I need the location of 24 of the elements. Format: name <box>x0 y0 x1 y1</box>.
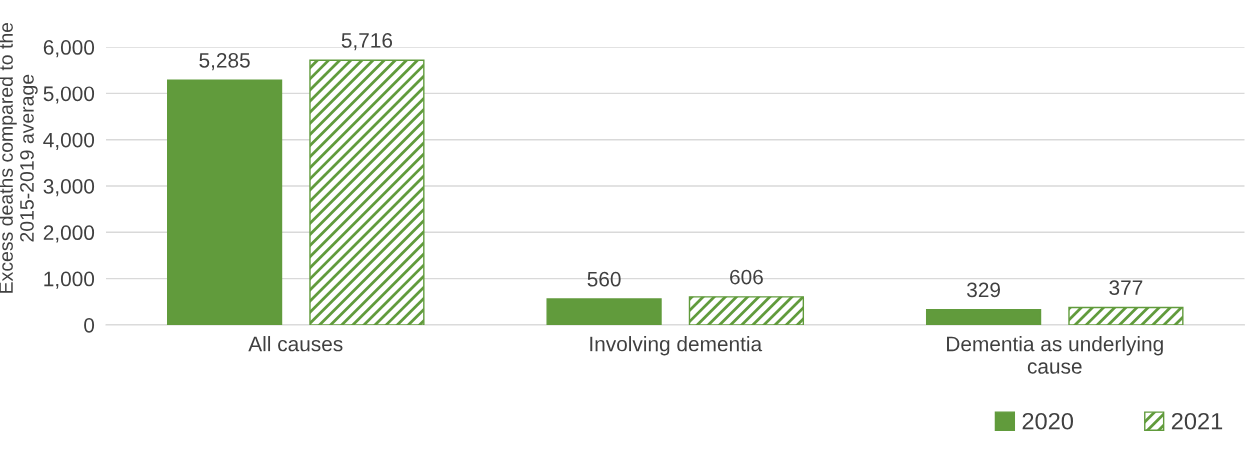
bar <box>1068 306 1184 325</box>
y-tick-label: 0 <box>84 317 95 333</box>
legend-label: 2021 <box>1171 412 1223 430</box>
bar <box>166 79 283 325</box>
x-tick-label: All causes <box>248 336 343 352</box>
y-tick-label: 1,000 <box>44 271 95 289</box>
data-label: 606 <box>730 269 763 285</box>
data-label: 5,716 <box>341 33 393 51</box>
y-tick-label: 5,000 <box>43 86 95 104</box>
bar <box>925 308 1042 325</box>
y-tick-label: 2,000 <box>43 225 95 243</box>
y-tick-label: 3,000 <box>43 179 95 197</box>
bar <box>688 296 805 325</box>
data-label: 5,285 <box>199 52 250 71</box>
x-tick-label: Involving dementia <box>590 336 763 356</box>
y-tick-label: 4,000 <box>43 132 95 150</box>
data-label: 377 <box>1109 280 1143 296</box>
data-label: 329 <box>967 282 1000 298</box>
x-tick-label: Dementia as underlying cause <box>947 336 1163 374</box>
y-tick-label: 6,000 <box>43 40 95 58</box>
bar <box>309 59 425 325</box>
legend-label: 2020 <box>1022 412 1074 430</box>
data-label: 560 <box>587 271 621 287</box>
bar <box>546 298 662 325</box>
